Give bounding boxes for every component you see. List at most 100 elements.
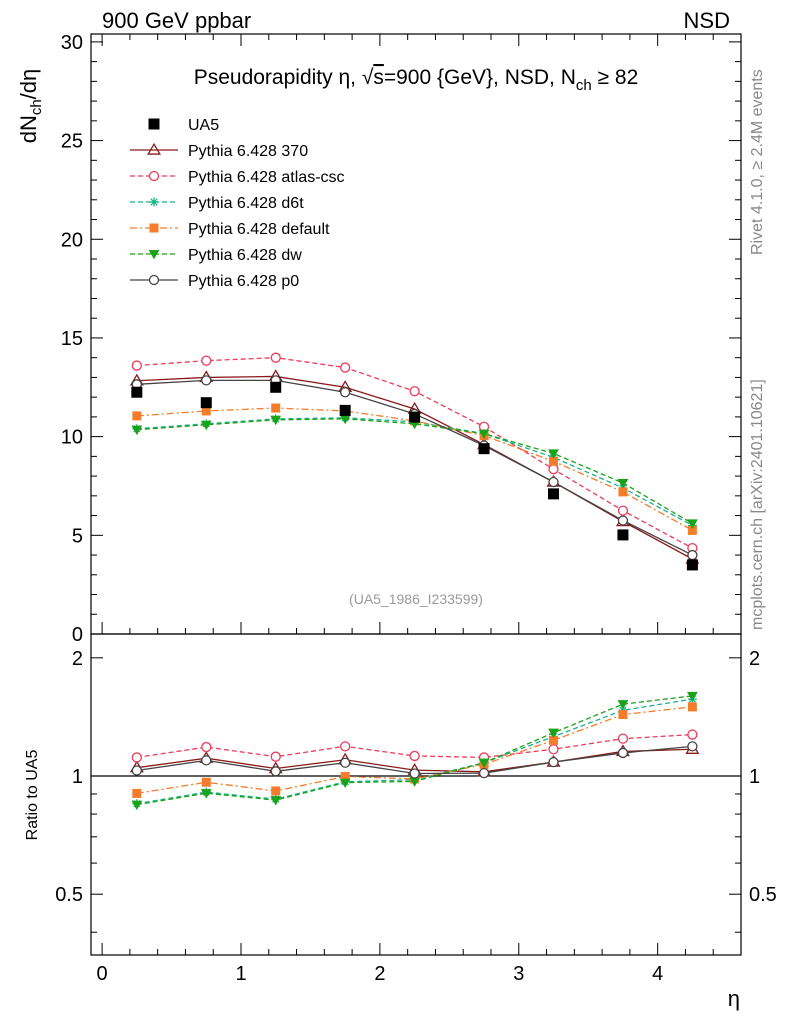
legend-label: Pythia 6.428 370: [188, 143, 308, 160]
main-point-ua5: [339, 404, 351, 416]
ratio-point-pythia-6-428-atlas-csc: [687, 729, 698, 740]
main-point-ua5: [686, 559, 698, 571]
ratio-point-pythia-6-428-p0: [270, 766, 281, 777]
main-point-pythia-6-428-dw: [339, 414, 351, 425]
main-point-pythia-6-428-atlas-csc: [270, 352, 281, 363]
ratio-series-layer: [129, 691, 700, 811]
header-right: NSD: [684, 8, 730, 33]
x-tick-label: 0: [97, 963, 108, 985]
ratio-plot-frame: [90, 633, 742, 956]
main-point-pythia-6-428-default: [271, 403, 281, 413]
main-point-pythia-6-428-dw: [686, 519, 698, 529]
header-left: 900 GeV ppbar: [102, 8, 251, 33]
ratio-point-pythia-6-428-default: [687, 702, 697, 712]
ratio-y-tick-label-right: 2: [749, 648, 760, 670]
ratio-point-pythia-6-428-atlas-csc: [617, 733, 629, 744]
main-point-pythia-6-428-dw: [131, 425, 143, 436]
ratio-point-pythia-6-428-atlas-csc: [131, 752, 142, 763]
ratio-point-pythia-6-428-default: [132, 788, 142, 798]
legend-label: Pythia 6.428 dw: [188, 247, 302, 264]
legend-label: Pythia 6.428 d6t: [188, 195, 304, 212]
ratio-point-pythia-6-428-default: [618, 710, 628, 720]
main-point-pythia-6-428-default: [618, 487, 628, 497]
ratio-point-pythia-6-428-atlas-csc: [409, 750, 420, 762]
ratio-y-tick-label: 2: [72, 648, 83, 670]
legend-entry-pythia-6-428-atlas-csc: Pythia 6.428 atlas-csc: [130, 169, 345, 186]
y-tick-label: 5: [72, 525, 83, 547]
main-point-pythia-6-428-dw: [478, 429, 490, 440]
ratio-point-pythia-6-428-dw: [617, 700, 629, 710]
ratio-y-axis-label: Ratio to UA5: [24, 750, 41, 841]
main-point-pythia-6-428-atlas-csc: [548, 464, 559, 475]
main-point-pythia-6-428-dw: [617, 478, 629, 489]
ratio-point-pythia-6-428-default: [201, 777, 211, 787]
y-tick-label: 0: [72, 624, 83, 646]
ratio-y-tick-label-right: 0.5: [749, 884, 777, 906]
ratio-point-pythia-6-428-atlas-csc: [340, 741, 351, 752]
legend-marker: [148, 249, 160, 260]
y-tick-label: 25: [61, 131, 83, 153]
x-tick-label: 3: [513, 963, 524, 985]
main-point-pythia-6-428-dw: [548, 449, 559, 459]
ratio-y-tick-label: 1: [72, 766, 83, 788]
main-series-layer: [129, 352, 700, 571]
ratio-point-pythia-6-428-p0: [617, 747, 629, 759]
legend-entry-pythia-6-428-p0: Pythia 6.428 p0: [130, 273, 299, 290]
ratio-point-pythia-6-428-dw: [200, 789, 212, 799]
ratio-line-pythia-6-428-dw: [136, 695, 693, 806]
y-tick-label: 20: [61, 229, 83, 251]
x-axis-label: η: [728, 986, 740, 1011]
legend-label: UA5: [188, 117, 219, 134]
main-point-pythia-6-428-p0: [687, 549, 698, 561]
main-point-pythia-6-428-atlas-csc: [617, 505, 629, 516]
mcplots-label: mcplots.cern.ch [arXiv:2401.10621]: [749, 379, 766, 630]
legend-marker: [148, 274, 160, 286]
y-tick-label: 30: [61, 32, 83, 54]
legend-entry-ua5: UA5: [148, 117, 219, 134]
ratio-point-pythia-6-428-p0: [201, 755, 212, 766]
legend-marker: [149, 223, 159, 233]
main-point-pythia-6-428-p0: [548, 476, 559, 488]
y-tick-label: 15: [61, 328, 83, 350]
ratio-point-pythia-6-428-default: [271, 786, 281, 796]
ratio-point-pythia-6-428-dw: [339, 778, 351, 789]
main-point-pythia-6-428-p0: [617, 515, 629, 526]
ratio-point-pythia-6-428-dw: [131, 800, 143, 811]
legend-entry-pythia-6-428-dw: Pythia 6.428 dw: [130, 247, 302, 264]
y-tick-label: 10: [61, 427, 83, 449]
ratio-point-pythia-6-428-dw: [548, 728, 559, 739]
ratio-point-pythia-6-428-atlas-csc: [548, 744, 559, 755]
main-point-pythia-6-428-atlas-csc: [201, 355, 212, 366]
main-point-ua5: [270, 381, 282, 393]
x-tick-label: 4: [652, 963, 663, 985]
main-point-pythia-6-428-atlas-csc: [131, 360, 142, 371]
axis-ticks: 0 1 2 3 4 0 5 10 15 20 25 30 0.5 0.5 1 1 2 2: [55, 32, 777, 985]
main-line-pythia-6-428-d6t: [136, 417, 693, 527]
y-axis-label: dNch/dη: [16, 69, 45, 144]
main-point-pythia-6-428-default: [687, 525, 697, 535]
legend-marker: [147, 142, 161, 155]
main-line-pythia-6-428-p0: [136, 379, 693, 556]
ratio-point-pythia-6-428-dw: [270, 796, 282, 806]
main-point-ua5: [409, 411, 421, 423]
ratio-point-pythia-6-428-default: [340, 772, 350, 782]
main-point-ua5: [200, 397, 212, 409]
main-point-pythia-6-428-dw: [200, 420, 212, 431]
main-point-pythia-6-428-dw: [270, 415, 282, 426]
main-point-ua5: [548, 488, 559, 500]
main-point-ua5: [131, 386, 143, 398]
main-point-pythia-6-428-atlas-csc: [340, 362, 351, 373]
legend-entry-pythia-6-428-370: Pythia 6.428 370: [130, 142, 308, 160]
main-point-ua5: [617, 529, 629, 541]
ratio-point-pythia-6-428-atlas-csc: [270, 751, 281, 762]
legend-marker: [149, 197, 159, 207]
ratio-point-pythia-6-428-default: [549, 735, 558, 745]
main-point-pythia-6-428-default: [132, 411, 142, 421]
ratio-point-pythia-6-428-atlas-csc: [201, 741, 212, 753]
main-point-ua5: [478, 443, 490, 455]
legend-entry-pythia-6-428-d6t: Pythia 6.428 d6t: [130, 195, 304, 212]
main-line-pythia-6-428-default: [136, 407, 693, 531]
ratio-point-pythia-6-428-p0: [548, 756, 559, 768]
ratio-point-pythia-6-428-p0: [478, 767, 490, 779]
ratio-point-pythia-6-428-p0: [340, 757, 351, 768]
